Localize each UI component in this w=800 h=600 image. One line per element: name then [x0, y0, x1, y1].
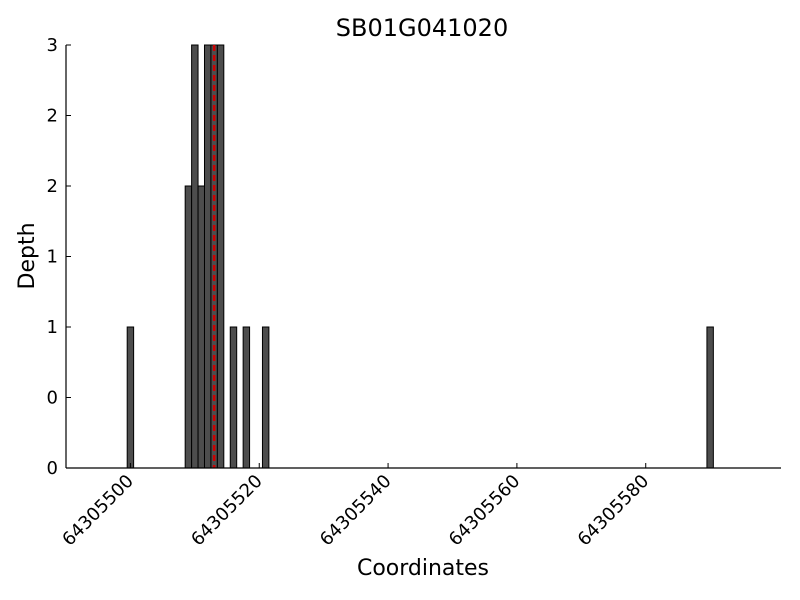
bar: [706, 326, 714, 469]
axes: [65, 45, 781, 469]
bar: [126, 326, 135, 469]
x-tick-label: 64305500: [58, 471, 138, 551]
bar: [203, 44, 212, 469]
x-tick-label: 64305520: [187, 471, 267, 551]
bar: [216, 44, 225, 469]
bar: [197, 185, 205, 469]
bar: [184, 185, 193, 469]
x-tick-label: 64305540: [316, 471, 396, 551]
y-tick-label: 3: [47, 35, 58, 56]
bar: [229, 326, 238, 469]
x-tick-label: 64305560: [445, 471, 525, 551]
y-tick-label: 2: [47, 176, 58, 197]
x-axis-label: Coordinates: [357, 556, 489, 581]
bar: [242, 326, 251, 469]
bar: [191, 44, 199, 469]
bar: [261, 326, 270, 469]
y-tick-label: 1: [47, 247, 58, 268]
x-tick-label: 64305580: [574, 471, 654, 551]
y-axis-ticks: 0 0 1 1 2 2 3: [47, 35, 71, 479]
y-tick-label: 1: [47, 317, 58, 338]
y-tick-label: 0: [47, 388, 58, 409]
chart-title: SB01G041020: [336, 14, 508, 42]
y-tick-label: 0: [47, 458, 58, 479]
y-tick-label: 2: [47, 106, 58, 127]
x-axis-ticks: 64305500 64305520 64305540 64305560 64305580: [58, 463, 653, 550]
y-axis-label: Depth: [15, 222, 40, 289]
